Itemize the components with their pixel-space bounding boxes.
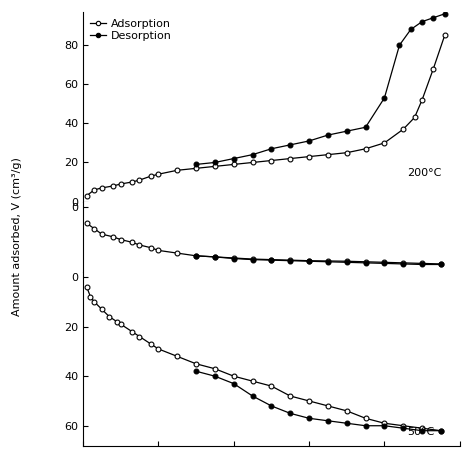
Desorption [287, 142, 293, 148]
Desorption [397, 42, 402, 48]
Desorption [419, 19, 425, 25]
Adsorption [84, 193, 90, 199]
Desorption [231, 156, 237, 162]
Adsorption [268, 158, 274, 164]
Adsorption [412, 115, 418, 120]
Adsorption [137, 177, 142, 183]
Desorption [430, 15, 436, 20]
Adsorption [287, 156, 293, 162]
Adsorption [363, 146, 368, 152]
Line: Adsorption: Adsorption [84, 33, 447, 198]
Adsorption [250, 160, 255, 165]
Legend: Adsorption, Desorption: Adsorption, Desorption [89, 18, 173, 42]
Adsorption [110, 183, 116, 189]
Adsorption [430, 66, 436, 72]
Desorption [250, 152, 255, 157]
Desorption [268, 146, 274, 152]
Adsorption [382, 140, 387, 146]
Adsorption [129, 179, 135, 185]
Adsorption [306, 154, 312, 159]
Desorption [408, 27, 414, 32]
Desorption [382, 95, 387, 101]
Adsorption [344, 150, 349, 155]
Adsorption [91, 187, 97, 193]
Adsorption [118, 181, 123, 187]
Desorption [306, 138, 312, 144]
Adsorption [99, 185, 105, 191]
Adsorption [148, 173, 154, 179]
Adsorption [155, 172, 161, 177]
Desorption [442, 11, 447, 17]
Line: Desorption: Desorption [193, 11, 447, 167]
Desorption [344, 128, 349, 134]
Adsorption [325, 152, 331, 157]
Text: 50°C: 50°C [407, 427, 434, 437]
Adsorption [212, 164, 218, 169]
Desorption [363, 124, 368, 130]
Text: 200°C: 200°C [407, 168, 441, 178]
Text: Amount adsorbed, V (cm³/g): Amount adsorbed, V (cm³/g) [11, 157, 22, 317]
Adsorption [193, 165, 199, 171]
Desorption [325, 132, 331, 138]
Adsorption [174, 167, 180, 173]
Adsorption [231, 162, 237, 167]
Adsorption [401, 127, 406, 132]
Desorption [193, 162, 199, 167]
Adsorption [419, 97, 425, 103]
Adsorption [442, 33, 447, 38]
Desorption [212, 160, 218, 165]
